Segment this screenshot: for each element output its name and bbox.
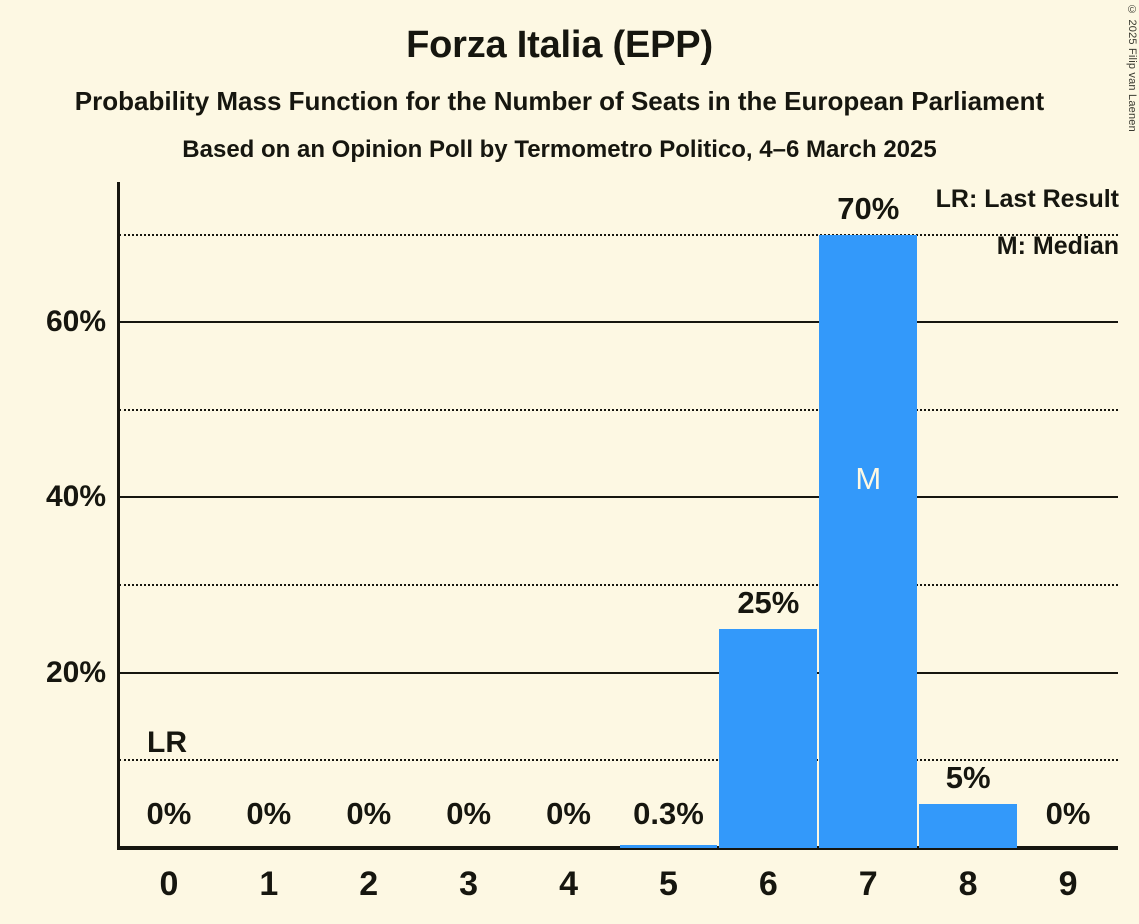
chart-subtitle-source: Based on an Opinion Poll by Termometro P… bbox=[182, 136, 937, 163]
legend-last-result: LR: Last Result bbox=[935, 185, 1119, 213]
page-title: Forza Italia (EPP) bbox=[406, 24, 713, 66]
x-tick-9: 9 bbox=[1058, 865, 1078, 903]
x-tick-6: 6 bbox=[758, 865, 778, 903]
copyright-notice: © 2025 Filip van Laenen bbox=[1126, 4, 1138, 132]
value-label-seat-1: 0% bbox=[246, 796, 292, 831]
gridline-major-40 bbox=[119, 496, 1118, 499]
x-tick-4: 4 bbox=[559, 865, 578, 903]
bar-seat-6[interactable] bbox=[719, 628, 818, 848]
bar-seat-5[interactable] bbox=[619, 845, 718, 848]
value-label-seat-9: 0% bbox=[1045, 796, 1091, 831]
x-tick-8: 8 bbox=[958, 865, 978, 903]
gridline-minor-50 bbox=[119, 408, 1118, 411]
value-label-seat-7: 70% bbox=[837, 190, 900, 226]
x-tick-5: 5 bbox=[658, 865, 678, 903]
x-tick-3: 3 bbox=[459, 865, 479, 903]
x-tick-1: 1 bbox=[259, 865, 279, 903]
y-tick-20: 20% bbox=[45, 655, 106, 689]
gridline-minor-70 bbox=[119, 233, 1118, 236]
legend-median: M: Median bbox=[996, 232, 1119, 260]
value-label-seat-4: 0% bbox=[546, 796, 591, 831]
value-label-seat-6: 25% bbox=[737, 584, 800, 620]
bars-layer: M bbox=[119, 182, 1118, 848]
gridline-major-60 bbox=[119, 321, 1118, 324]
gridline-minor-10 bbox=[119, 759, 1118, 762]
x-tick-7: 7 bbox=[858, 865, 878, 903]
value-label-seat-5: 0.3% bbox=[633, 796, 704, 831]
x-axis-line bbox=[117, 846, 1118, 850]
value-label-seat-0: 0% bbox=[146, 796, 192, 831]
y-tick-60: 60% bbox=[45, 305, 106, 339]
x-tick-0: 0 bbox=[159, 865, 179, 903]
value-label-seat-8: 5% bbox=[945, 760, 991, 796]
y-tick-40: 40% bbox=[45, 480, 106, 514]
x-tick-2: 2 bbox=[359, 865, 379, 903]
gridline-major-20 bbox=[119, 671, 1118, 674]
value-label-seat-2: 0% bbox=[346, 796, 392, 831]
bar-seat-8[interactable] bbox=[919, 804, 1018, 848]
bar-seat-7[interactable]: M bbox=[819, 234, 918, 848]
last-result-marker: LR bbox=[147, 726, 187, 760]
chart-subtitle-primary: Probability Mass Function for the Number… bbox=[74, 86, 1045, 116]
y-axis-line bbox=[117, 182, 120, 850]
value-label-seat-3: 0% bbox=[446, 796, 492, 831]
gridline-minor-30 bbox=[119, 584, 1118, 587]
median-marker: M bbox=[855, 461, 882, 497]
